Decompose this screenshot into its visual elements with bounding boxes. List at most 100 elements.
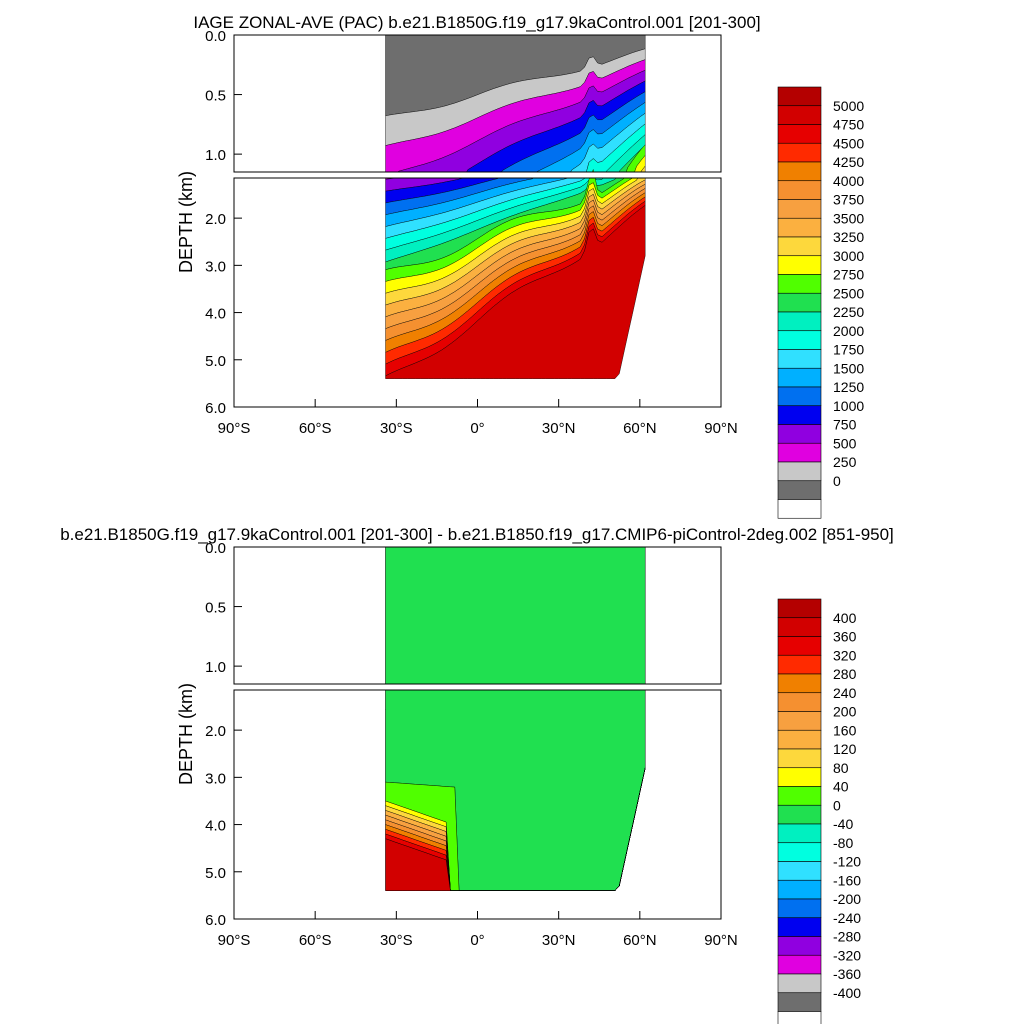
colorbar-swatch: [777, 954, 822, 975]
x-tick-label: 0°: [470, 420, 484, 437]
colorbar-swatch: [777, 936, 822, 956]
y-tick-label: 6.0: [205, 400, 226, 417]
contour-band: [385, 767, 646, 891]
colorbar-swatch: [777, 842, 822, 862]
colorbar-label: 750: [833, 417, 857, 433]
colorbar-swatch: [777, 636, 822, 656]
colorbar-label: 400: [833, 610, 857, 626]
y-tick-label: 4.0: [205, 306, 226, 323]
colorbar-label: 360: [833, 629, 857, 645]
colorbar-swatch: [777, 274, 822, 294]
colorbar-swatch: [777, 161, 822, 182]
x-tick-label: 60°S: [299, 932, 332, 949]
field-upper: [385, 35, 646, 172]
x-tick-label: 60°N: [623, 932, 657, 949]
y-tick-label: 3.0: [205, 770, 226, 787]
field-lower: [385, 178, 646, 379]
colorbar-label: 4000: [833, 173, 864, 189]
y-axis-label: DEPTH (km): [176, 683, 196, 785]
colorbar-swatch: [777, 424, 822, 444]
colorbar-swatch: [777, 255, 822, 275]
colorbar-swatch: [777, 461, 822, 482]
colorbar-swatch: [777, 879, 822, 900]
contour-band: [640, 165, 646, 172]
colorbar-label: 500: [833, 435, 857, 451]
colorbar-swatch: [777, 330, 822, 350]
colorbar-label: 3250: [833, 229, 864, 245]
contour-band: [385, 178, 464, 192]
colorbar-label: 240: [833, 685, 857, 701]
x-tick-label: 90°S: [218, 932, 251, 949]
x-tick-label: 30°S: [380, 420, 413, 437]
colorbar-swatch: [777, 292, 822, 313]
colorbar-swatch: [777, 992, 822, 1012]
colorbar-label: -160: [833, 872, 861, 888]
colorbar-swatch: [777, 804, 822, 825]
colorbar-label: -280: [833, 929, 861, 945]
colorbar-swatch: [777, 748, 822, 769]
colorbar-swatch: [777, 236, 822, 257]
colorbar-swatch: [777, 480, 822, 500]
x-tick-label: 90°N: [704, 932, 738, 949]
colorbar-label: -360: [833, 966, 861, 982]
colorbar-swatch: [777, 711, 822, 731]
colorbar-label: 2000: [833, 323, 864, 339]
x-tick-label: 90°N: [704, 420, 738, 437]
colorbar-swatch: [777, 767, 822, 787]
colorbar-swatch: [777, 367, 822, 388]
colorbar-swatch: [777, 349, 822, 369]
x-tick-label: 90°S: [218, 420, 251, 437]
contour-band: [385, 547, 646, 684]
x-tick-label: 60°N: [623, 420, 657, 437]
colorbar-label: 200: [833, 704, 857, 720]
colorbar-swatch: [777, 692, 822, 712]
colorbar-label: -40: [833, 816, 853, 832]
colorbar-label: 1250: [833, 379, 864, 395]
colorbar-label: 3500: [833, 210, 864, 226]
x-tick-label: 60°S: [299, 420, 332, 437]
lower-plot: [233, 689, 722, 920]
upper-plot: [233, 34, 722, 173]
y-tick-label: 2.0: [205, 211, 226, 228]
colorbar-label: -240: [833, 910, 861, 926]
colorbar-swatch: [777, 142, 822, 163]
colorbar-swatch: [777, 729, 822, 750]
colorbar-swatch: [777, 217, 822, 238]
upper-plot: [233, 546, 722, 685]
field-upper: [385, 547, 646, 684]
colorbar-label: 2500: [833, 285, 864, 301]
colorbar-label: -120: [833, 854, 861, 870]
colorbar-label: 320: [833, 647, 857, 663]
colorbar-swatch: [777, 86, 822, 107]
contour-band: [385, 205, 646, 379]
y-axis-label: DEPTH (km): [176, 171, 196, 273]
axis-ticks: 90°S 60°S 30°S 0° 30°N 60°N 90°N 0.0 0.5 1.0 2.0 3.…: [205, 540, 738, 949]
colorbar: 40036032028024020016012080400-40-80-120-…: [777, 598, 861, 1024]
colorbar-swatch: [777, 917, 822, 937]
field-lower: [385, 690, 646, 891]
colorbar-label: 1750: [833, 342, 864, 358]
y-tick-label: 0.5: [205, 88, 226, 105]
colorbar-swatch: [777, 405, 822, 425]
colorbar-label: -80: [833, 835, 853, 851]
y-tick-label: 6.0: [205, 912, 226, 929]
y-tick-label: 5.0: [205, 865, 226, 882]
colorbar-swatch: [777, 311, 822, 332]
colorbar-label: 0: [833, 797, 841, 813]
colorbar-swatch: [777, 898, 822, 919]
colorbar-label: -320: [833, 947, 861, 963]
colorbar-swatch: [777, 180, 822, 200]
y-tick-label: 3.0: [205, 258, 226, 275]
colorbar-label: 160: [833, 722, 857, 738]
x-tick-label: 30°N: [542, 420, 576, 437]
colorbar: 5000475045004250400037503500325030002750…: [777, 86, 864, 519]
colorbar-label: -400: [833, 985, 861, 1001]
colorbar-swatch: [777, 598, 822, 619]
y-tick-label: 5.0: [205, 353, 226, 370]
colorbar-label: 280: [833, 666, 857, 682]
colorbar-swatch: [777, 386, 822, 407]
colorbar-label: 2250: [833, 304, 864, 320]
y-tick-label: 0.0: [205, 28, 226, 45]
difference-panel: b.e21.B1850G.f19_g17.9kaControl.001 [201…: [60, 525, 894, 1024]
